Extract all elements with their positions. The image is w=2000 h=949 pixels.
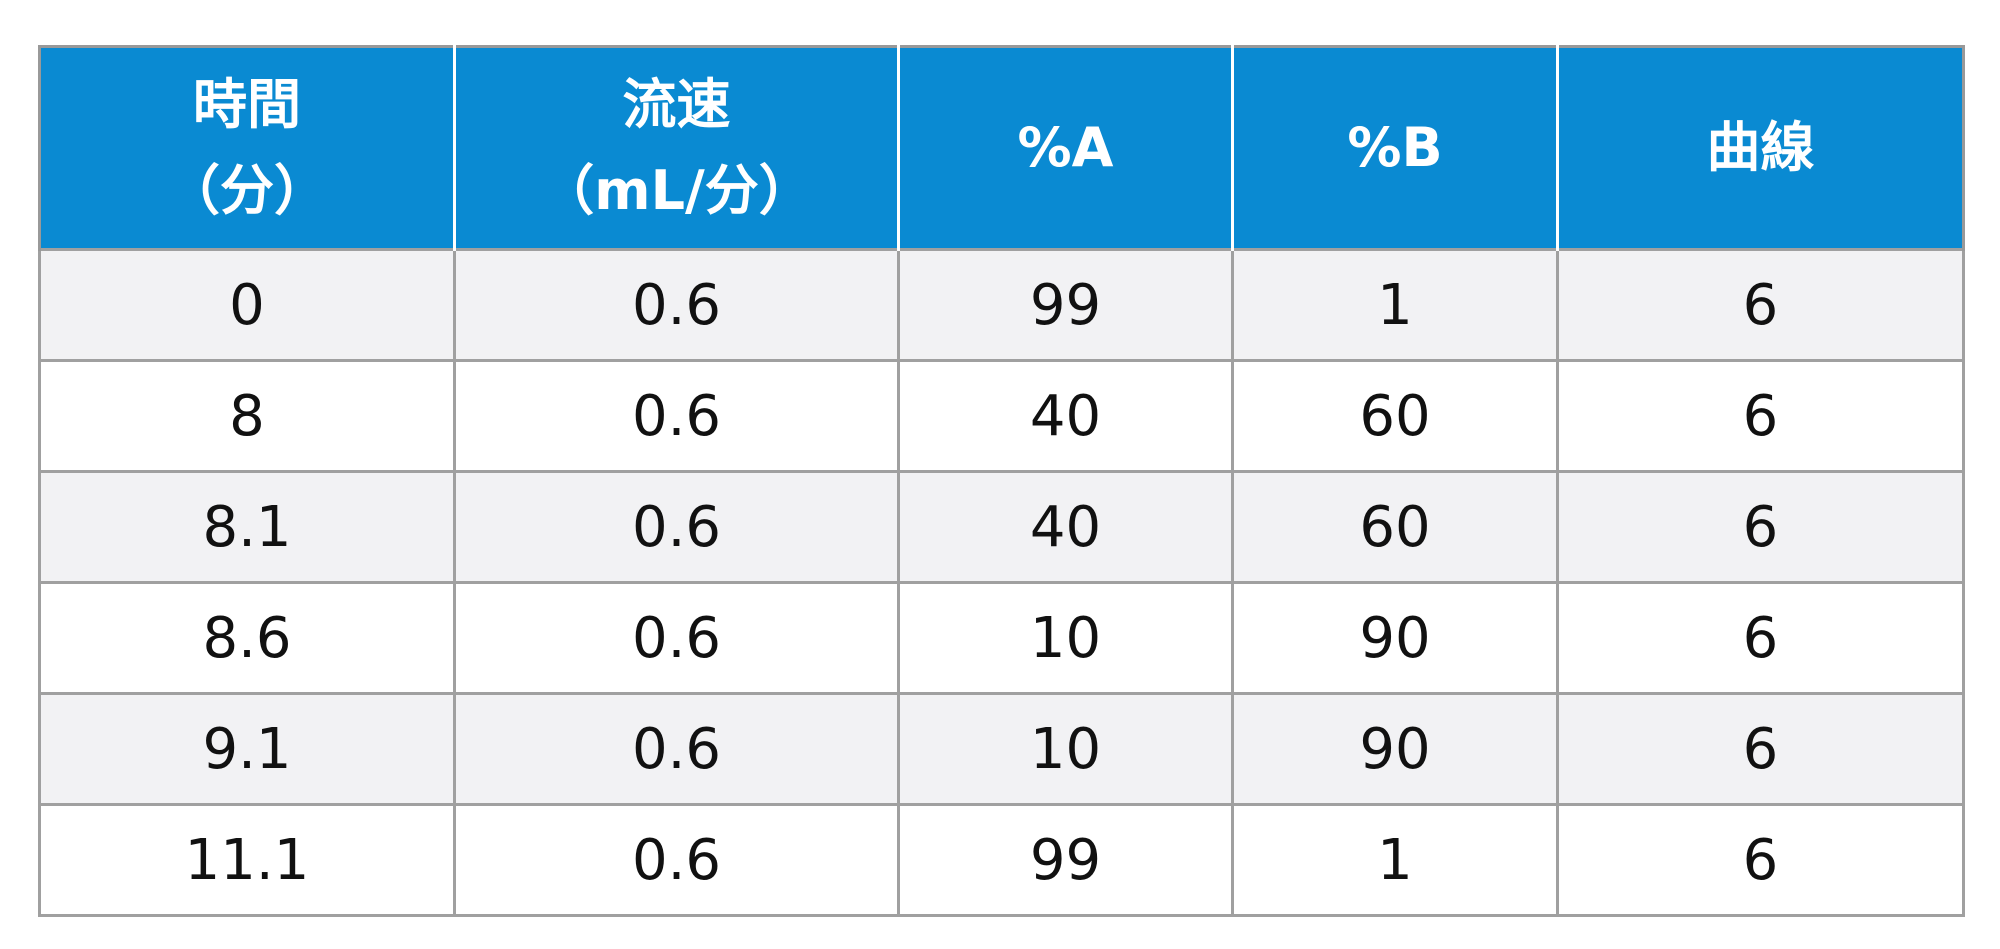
header-cell: 曲線 xyxy=(1556,45,1965,250)
table-cell: 0.6 xyxy=(453,248,900,362)
table-cell: 90 xyxy=(1231,692,1559,806)
table-cell: 0.6 xyxy=(453,581,900,695)
table-cell: 0.6 xyxy=(453,803,900,917)
table-body: 0 0.6 99 1 6 8 0.6 40 60 6 8.1 0.6 40 60 6 8.6 0.6 10 90 6 9… xyxy=(38,248,1965,917)
header-text: %B xyxy=(1347,116,1443,179)
table-cell: 9.1 xyxy=(38,692,456,806)
table-cell: 6 xyxy=(1556,581,1965,695)
gradient-table: 時間 （分） 流速 （mL/分） %A %B 曲線 0 0.6 99 1 6 8 0.6 40 60 6 8.1… xyxy=(38,45,1965,917)
table-cell: 8.1 xyxy=(38,470,456,584)
table-row: 9.1 0.6 10 90 6 xyxy=(38,692,1965,806)
table-row: 11.1 0.6 99 1 6 xyxy=(38,803,1965,917)
header-cell: %A xyxy=(897,45,1234,250)
table-cell: 0.6 xyxy=(453,692,900,806)
table-cell: 99 xyxy=(897,248,1234,362)
header-text: %A xyxy=(1017,116,1114,179)
table-row: 8.1 0.6 40 60 6 xyxy=(38,470,1965,584)
table-cell: 6 xyxy=(1556,248,1965,362)
table-cell: 60 xyxy=(1231,470,1559,584)
header-text: 時間 xyxy=(193,73,301,136)
table-cell: 10 xyxy=(897,581,1234,695)
table-cell: 8 xyxy=(38,359,456,473)
header-text: 流速 xyxy=(622,73,731,136)
table-cell: 99 xyxy=(897,803,1234,917)
table-cell: 6 xyxy=(1556,803,1965,917)
table-cell: 10 xyxy=(897,692,1234,806)
header-text: 曲線 xyxy=(1706,116,1815,179)
header-text: （分） xyxy=(166,159,328,222)
table-cell: 0.6 xyxy=(453,359,900,473)
table-cell: 6 xyxy=(1556,470,1965,584)
table-row: 0 0.6 99 1 6 xyxy=(38,248,1965,362)
table-cell: 1 xyxy=(1231,248,1559,362)
table-cell: 0.6 xyxy=(453,470,900,584)
table-cell: 40 xyxy=(897,359,1234,473)
header-cell: 時間 （分） xyxy=(38,45,456,250)
table-cell: 8.6 xyxy=(38,581,456,695)
table-cell: 0 xyxy=(38,248,456,362)
header-row: 時間 （分） 流速 （mL/分） %A %B 曲線 xyxy=(38,45,1965,250)
header-cell: 流速 （mL/分） xyxy=(453,45,900,250)
table-row: 8 0.6 40 60 6 xyxy=(38,359,1965,473)
table-row: 8.6 0.6 10 90 6 xyxy=(38,581,1965,695)
table-cell: 6 xyxy=(1556,359,1965,473)
table-cell: 1 xyxy=(1231,803,1559,917)
table-cell: 90 xyxy=(1231,581,1559,695)
header-cell: %B xyxy=(1231,45,1559,250)
table-header: 時間 （分） 流速 （mL/分） %A %B 曲線 xyxy=(38,45,1965,250)
table-cell: 60 xyxy=(1231,359,1559,473)
table-cell: 11.1 xyxy=(38,803,456,917)
header-text: （mL/分） xyxy=(540,159,813,222)
table-cell: 6 xyxy=(1556,692,1965,806)
table-cell: 40 xyxy=(897,470,1234,584)
